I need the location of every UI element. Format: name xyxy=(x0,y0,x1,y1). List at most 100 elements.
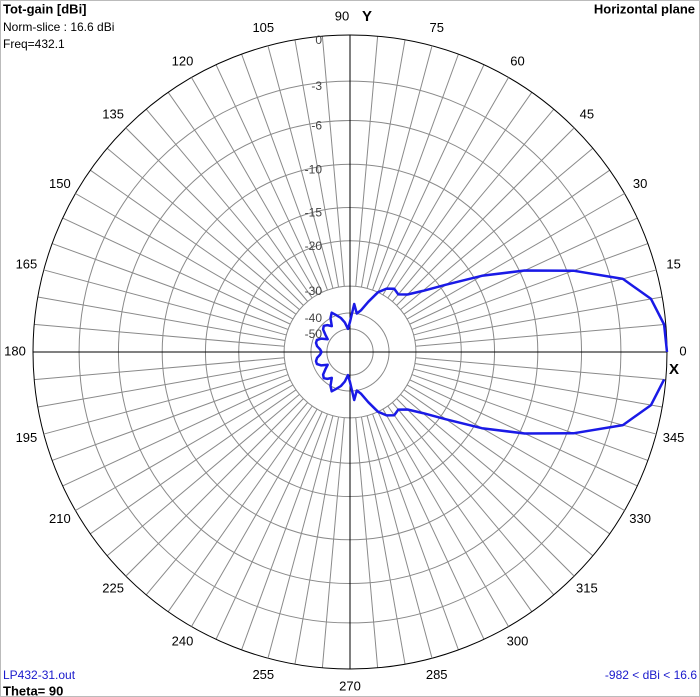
grid-spoke xyxy=(294,39,340,288)
file-name: LP432-31.out xyxy=(3,668,76,682)
angle-tick-label: 60 xyxy=(510,53,524,68)
grid-spoke xyxy=(372,413,459,651)
x-axis-label: X xyxy=(669,361,679,378)
angle-tick-label: 210 xyxy=(49,511,71,526)
grid-spoke xyxy=(215,64,323,293)
angle-tick-label: 315 xyxy=(576,580,598,595)
grid-spoke xyxy=(391,402,555,596)
grid-spoke xyxy=(106,147,300,311)
grid-spoke xyxy=(43,368,287,435)
grid-spoke xyxy=(90,169,297,315)
r-tick-label: -15 xyxy=(305,206,323,220)
grid xyxy=(32,34,668,670)
grid-spoke xyxy=(414,296,663,342)
angle-tick-label: 75 xyxy=(429,20,443,35)
angle-tick-label: 345 xyxy=(663,430,685,445)
grid-spoke xyxy=(51,243,289,330)
grid-spoke xyxy=(241,53,328,291)
r-tick-label: -6 xyxy=(311,119,322,133)
pattern-line xyxy=(314,269,669,435)
grid-spoke xyxy=(406,193,625,320)
angle-tick-label: 225 xyxy=(102,580,124,595)
angle-tick-label: 330 xyxy=(629,511,651,526)
grid-spoke xyxy=(294,416,340,665)
frequency: Freq=432.1 xyxy=(3,37,65,51)
grid-spoke xyxy=(37,362,286,408)
grid-spoke xyxy=(403,169,610,315)
grid-spoke xyxy=(321,36,345,287)
grid-spoke xyxy=(382,408,509,627)
subtitle: Norm-slice : 16.6 dBi xyxy=(3,20,114,34)
grid-spoke xyxy=(403,389,610,535)
grid-spoke xyxy=(191,77,318,296)
grid-spoke xyxy=(415,323,666,347)
angle-tick-label: 105 xyxy=(252,20,274,35)
angle-tick-label: 15 xyxy=(666,257,680,272)
angle-tick-label: 285 xyxy=(426,667,448,682)
grid-spoke xyxy=(191,408,318,627)
angle-tick-label: 135 xyxy=(102,107,124,122)
grid-spoke xyxy=(34,357,285,381)
grid-spoke xyxy=(413,368,657,435)
grid-spoke xyxy=(355,417,379,668)
grid-spoke xyxy=(400,147,594,311)
angle-tick-label: 300 xyxy=(507,634,529,649)
grid-spoke xyxy=(396,127,575,306)
grid-spoke xyxy=(34,323,285,347)
angle-tick-label: 240 xyxy=(172,634,194,649)
grid-spoke xyxy=(62,217,291,325)
grid-spoke xyxy=(106,393,300,557)
y-axis-label: Y xyxy=(362,8,372,25)
r-tick-label: 0 xyxy=(315,33,322,47)
r-tick-label: -20 xyxy=(305,239,323,253)
grid-spoke xyxy=(125,398,304,577)
r-tick-label: -40 xyxy=(305,311,323,325)
angle-tick-label: 150 xyxy=(49,176,71,191)
grid-spoke xyxy=(355,36,379,287)
grid-spoke xyxy=(215,411,323,640)
grid-spoke xyxy=(415,357,666,381)
grid-spoke xyxy=(125,127,304,306)
grid-spoke xyxy=(321,417,345,668)
angle-tick-label: 165 xyxy=(16,257,38,272)
grid-spoke xyxy=(145,108,309,302)
angle-tick-label: 30 xyxy=(633,176,647,191)
grid-spoke xyxy=(267,415,334,659)
angle-tick-label: 45 xyxy=(580,107,594,122)
grid-spoke xyxy=(387,92,533,299)
angle-tick-label: 180 xyxy=(4,343,26,358)
angle-tick-label: 120 xyxy=(172,53,194,68)
angle-tick-label: 270 xyxy=(339,678,361,693)
grid-spoke xyxy=(387,405,533,612)
r-tick-label: -10 xyxy=(305,162,323,176)
grid-spoke xyxy=(414,362,663,408)
angle-tick-label: 255 xyxy=(252,667,274,682)
grid-spoke xyxy=(372,53,459,291)
grid-spoke xyxy=(382,77,509,296)
angle-tick-label: 90 xyxy=(335,8,349,23)
grid-spoke xyxy=(167,405,313,612)
angle-tick-label: 0 xyxy=(679,343,686,358)
grid-spoke xyxy=(413,269,657,336)
plane: Horizontal plane xyxy=(594,1,695,16)
chart-title: Tot-gain [dBi] xyxy=(3,1,87,16)
grid-spoke xyxy=(51,374,289,461)
grid-spoke xyxy=(43,269,287,336)
grid-spoke xyxy=(406,384,625,511)
theta-text: Theta= 90 xyxy=(3,683,63,697)
r-tick-label: -3 xyxy=(311,79,322,93)
grid-spoke xyxy=(391,108,555,302)
grid-spoke xyxy=(167,92,313,299)
grid-spoke xyxy=(145,402,309,596)
grid-spoke xyxy=(377,411,485,640)
grid-spoke xyxy=(37,296,286,342)
grid-spoke xyxy=(62,379,291,487)
grid-spoke xyxy=(360,416,406,665)
grid-spoke xyxy=(377,64,485,293)
grid-spoke xyxy=(90,389,297,535)
range-text: -982 < dBi < 16.6 xyxy=(605,668,697,682)
grid-spoke xyxy=(360,39,406,288)
grid-spoke xyxy=(366,415,433,659)
grid-spoke xyxy=(241,413,328,651)
